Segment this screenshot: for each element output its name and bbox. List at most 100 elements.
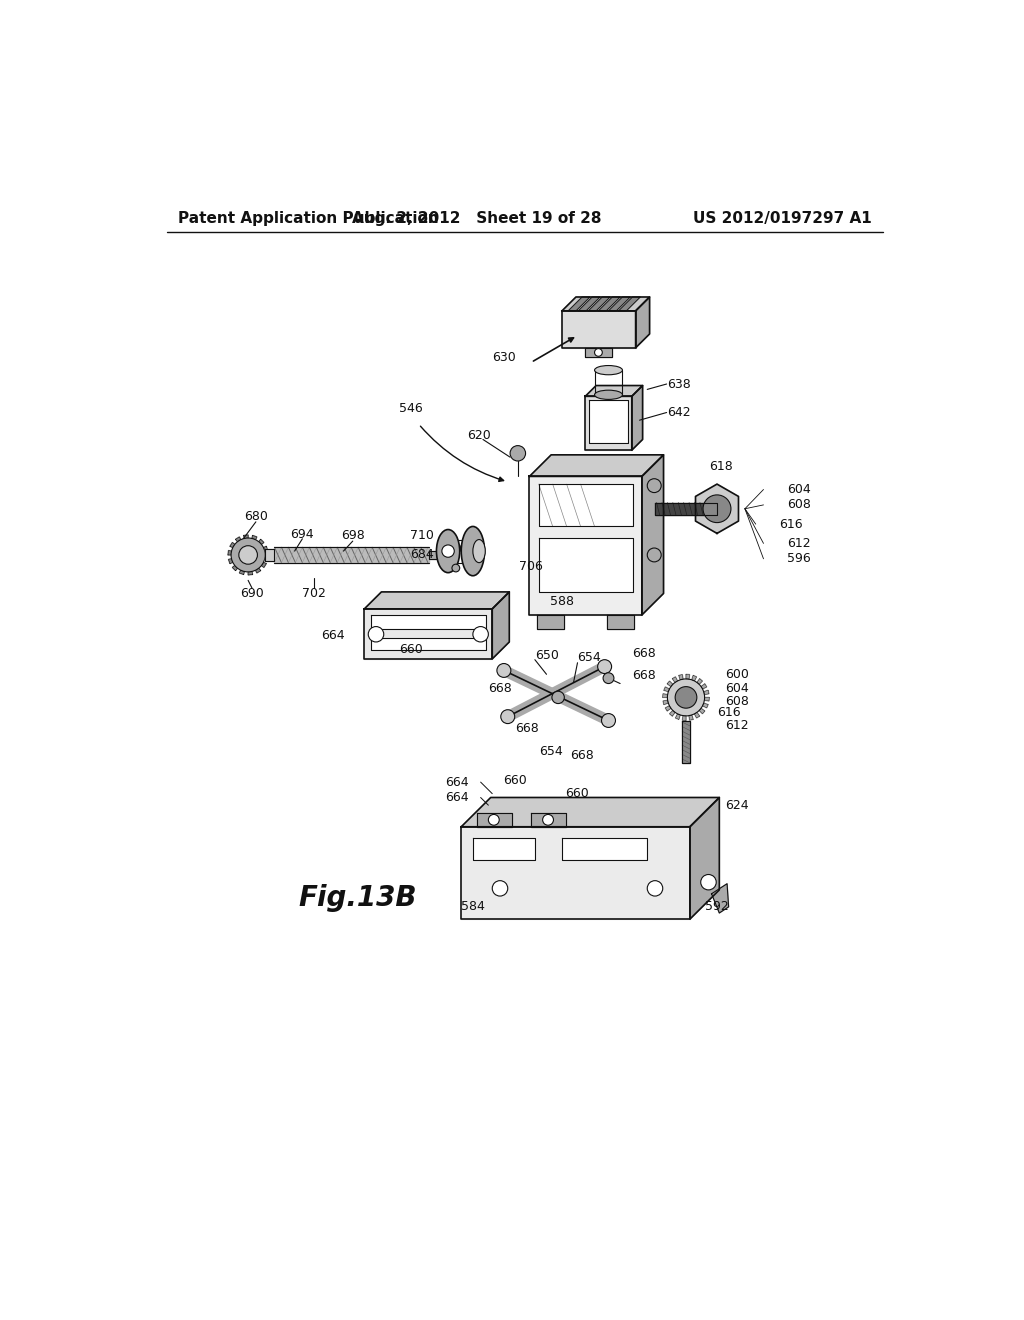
Polygon shape bbox=[236, 537, 241, 541]
Text: 664: 664 bbox=[445, 776, 469, 788]
Text: 612: 612 bbox=[725, 719, 749, 733]
Polygon shape bbox=[598, 297, 621, 312]
Circle shape bbox=[647, 548, 662, 562]
Polygon shape bbox=[670, 710, 675, 715]
Polygon shape bbox=[228, 558, 232, 564]
Polygon shape bbox=[256, 568, 261, 573]
Ellipse shape bbox=[461, 527, 484, 576]
Text: 584: 584 bbox=[461, 900, 484, 913]
Polygon shape bbox=[529, 477, 642, 615]
Circle shape bbox=[552, 692, 564, 704]
Polygon shape bbox=[673, 677, 678, 682]
Polygon shape bbox=[608, 297, 630, 312]
Text: 616: 616 bbox=[779, 517, 803, 531]
Circle shape bbox=[601, 714, 615, 727]
Polygon shape bbox=[562, 838, 647, 859]
Text: 706: 706 bbox=[519, 560, 544, 573]
Polygon shape bbox=[265, 549, 274, 561]
Polygon shape bbox=[703, 690, 709, 694]
Polygon shape bbox=[240, 570, 245, 574]
Polygon shape bbox=[686, 675, 689, 680]
Text: 580: 580 bbox=[443, 543, 467, 556]
Text: 604: 604 bbox=[725, 681, 749, 694]
Text: 668: 668 bbox=[569, 748, 594, 762]
Polygon shape bbox=[538, 615, 564, 628]
Circle shape bbox=[598, 660, 611, 673]
Polygon shape bbox=[248, 572, 253, 576]
Circle shape bbox=[543, 814, 554, 825]
Text: 604: 604 bbox=[786, 483, 811, 496]
Polygon shape bbox=[682, 715, 686, 721]
Polygon shape bbox=[579, 297, 600, 312]
Text: Fig.13B: Fig.13B bbox=[299, 883, 417, 912]
Polygon shape bbox=[473, 838, 535, 859]
Text: 668: 668 bbox=[515, 722, 540, 735]
Polygon shape bbox=[429, 552, 440, 558]
Text: 588: 588 bbox=[550, 594, 574, 607]
Polygon shape bbox=[692, 676, 696, 681]
Text: 546: 546 bbox=[399, 403, 423, 416]
Ellipse shape bbox=[436, 529, 460, 573]
Polygon shape bbox=[589, 400, 628, 442]
Circle shape bbox=[501, 710, 515, 723]
Text: 642: 642 bbox=[667, 407, 690, 418]
Polygon shape bbox=[493, 591, 509, 659]
Text: 638: 638 bbox=[667, 378, 690, 391]
Text: 596: 596 bbox=[786, 552, 811, 565]
Circle shape bbox=[497, 664, 511, 677]
Polygon shape bbox=[679, 675, 683, 680]
Polygon shape bbox=[664, 686, 670, 692]
Text: 664: 664 bbox=[445, 791, 469, 804]
Polygon shape bbox=[371, 615, 486, 628]
Text: 660: 660 bbox=[504, 774, 527, 787]
Circle shape bbox=[647, 479, 662, 492]
Polygon shape bbox=[232, 565, 238, 570]
Text: 608: 608 bbox=[786, 499, 811, 511]
Polygon shape bbox=[265, 554, 268, 560]
Circle shape bbox=[452, 564, 460, 572]
Circle shape bbox=[493, 880, 508, 896]
Text: 630: 630 bbox=[492, 351, 515, 363]
Polygon shape bbox=[244, 535, 248, 539]
Polygon shape bbox=[642, 455, 664, 615]
Polygon shape bbox=[694, 713, 699, 718]
Circle shape bbox=[675, 686, 697, 708]
Polygon shape bbox=[562, 297, 649, 312]
Text: 650: 650 bbox=[535, 648, 559, 661]
Ellipse shape bbox=[595, 391, 623, 400]
Polygon shape bbox=[689, 715, 693, 721]
Text: 654: 654 bbox=[539, 744, 562, 758]
Circle shape bbox=[700, 874, 716, 890]
Polygon shape bbox=[666, 706, 671, 711]
Text: 698: 698 bbox=[341, 529, 365, 543]
Text: 668: 668 bbox=[487, 681, 512, 694]
Circle shape bbox=[442, 545, 455, 557]
Polygon shape bbox=[274, 548, 429, 562]
Polygon shape bbox=[539, 539, 633, 591]
Circle shape bbox=[369, 627, 384, 642]
Circle shape bbox=[239, 545, 257, 564]
Text: 668: 668 bbox=[632, 669, 655, 682]
Circle shape bbox=[703, 495, 731, 523]
Text: 624: 624 bbox=[725, 799, 749, 812]
Polygon shape bbox=[259, 540, 264, 544]
Polygon shape bbox=[618, 297, 640, 312]
Polygon shape bbox=[655, 503, 717, 515]
Circle shape bbox=[603, 673, 614, 684]
Text: 694: 694 bbox=[291, 528, 314, 541]
Text: 690: 690 bbox=[240, 587, 264, 601]
Text: 660: 660 bbox=[565, 787, 590, 800]
Polygon shape bbox=[636, 297, 649, 348]
Circle shape bbox=[647, 880, 663, 896]
Polygon shape bbox=[676, 714, 680, 719]
Polygon shape bbox=[586, 385, 643, 396]
Text: 684: 684 bbox=[411, 548, 434, 561]
Text: 654: 654 bbox=[578, 651, 601, 664]
Circle shape bbox=[510, 446, 525, 461]
Polygon shape bbox=[682, 721, 690, 763]
Text: 612: 612 bbox=[786, 537, 810, 550]
Polygon shape bbox=[690, 797, 719, 919]
Text: US 2012/0197297 A1: US 2012/0197297 A1 bbox=[693, 211, 872, 226]
Polygon shape bbox=[668, 681, 673, 686]
Polygon shape bbox=[228, 550, 231, 554]
